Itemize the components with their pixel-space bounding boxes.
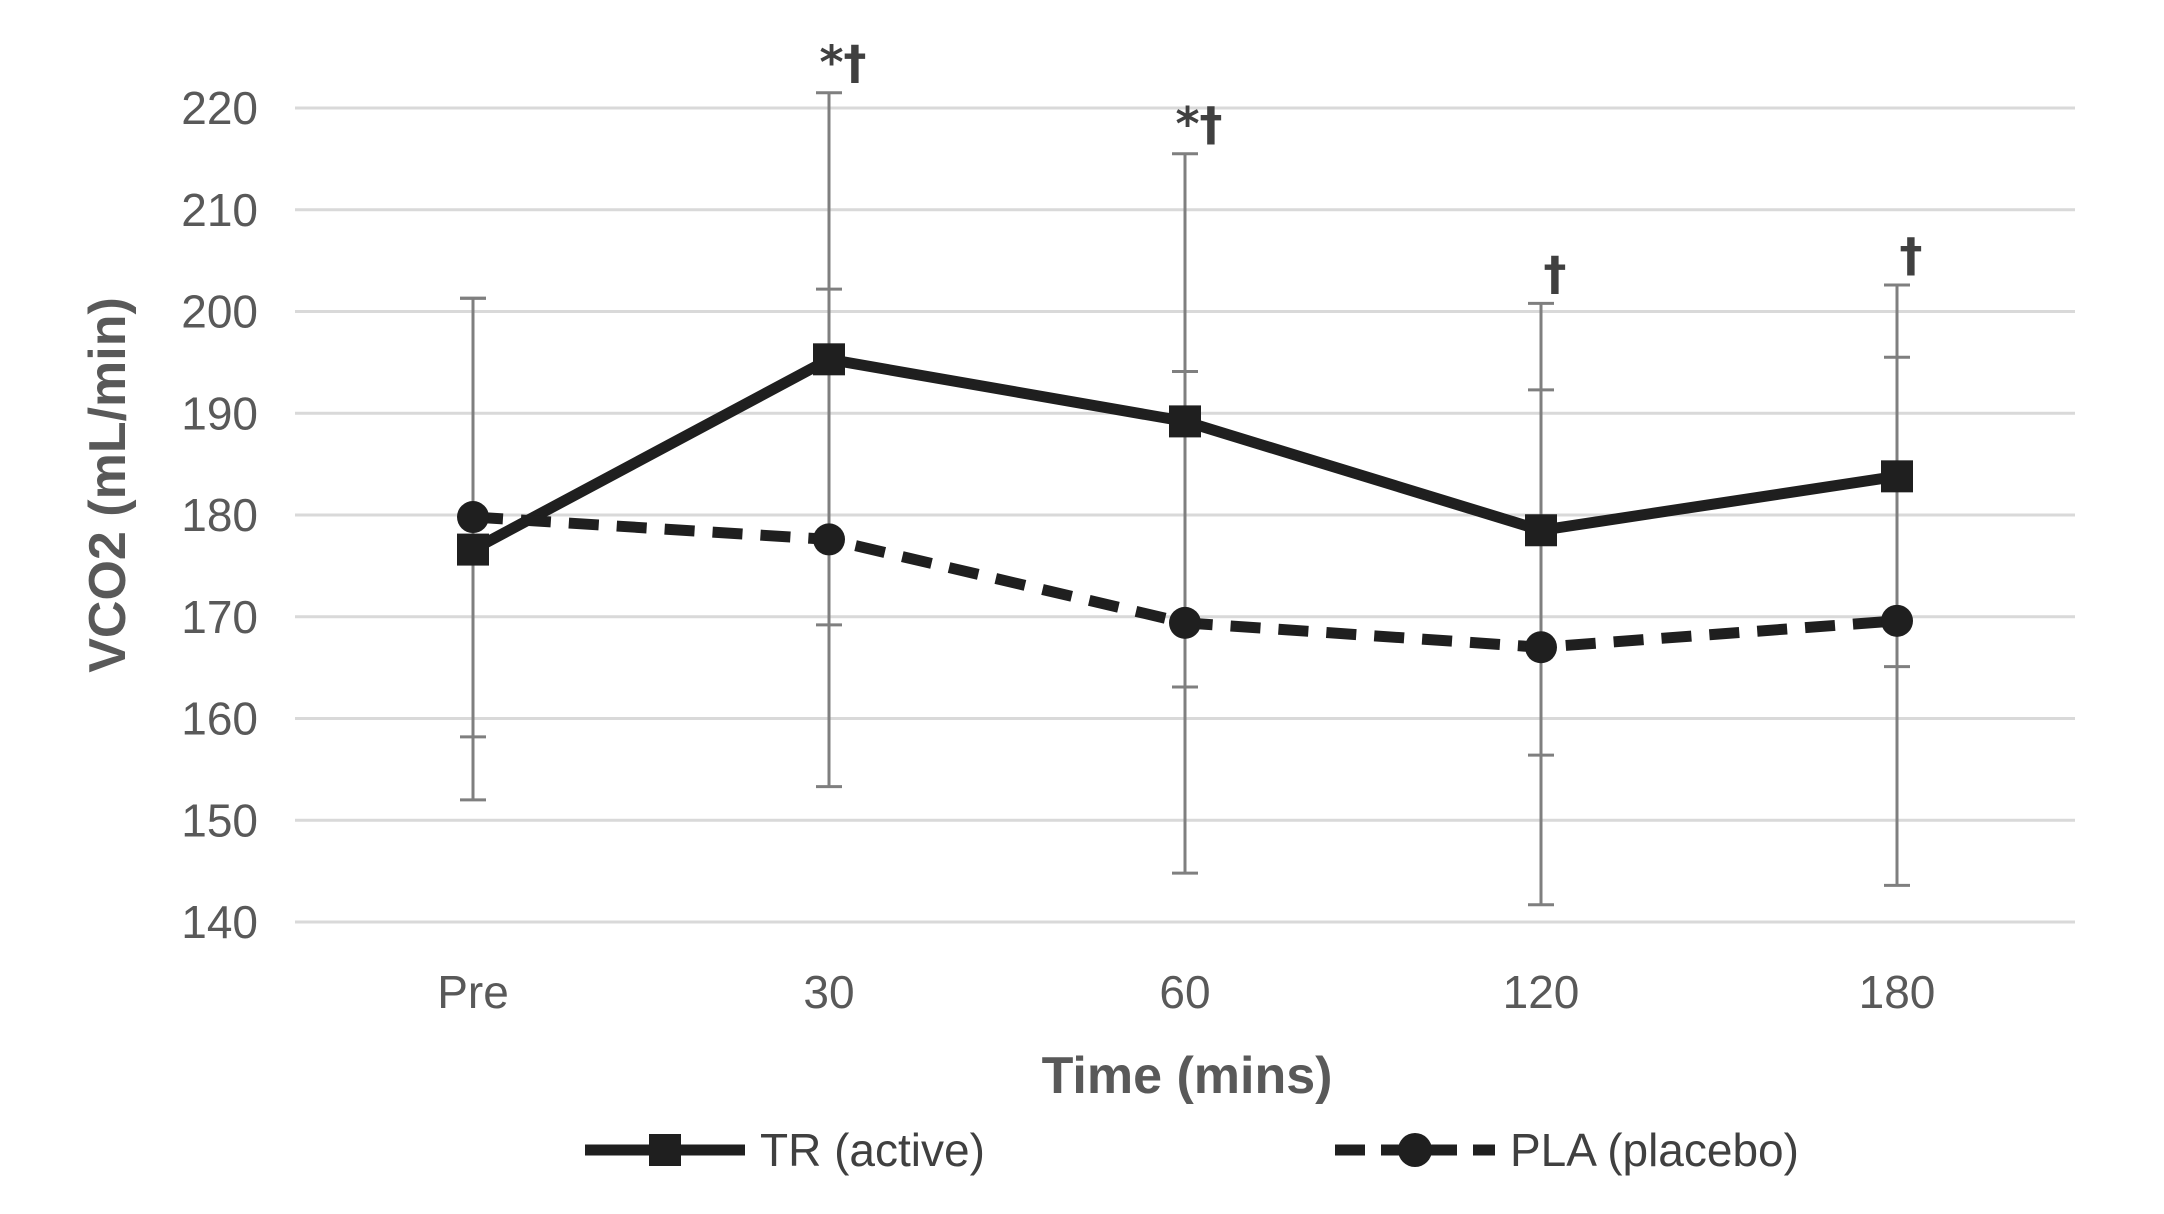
x-tick-label-30: 30 <box>803 966 854 1018</box>
data-point-tr-2 <box>1169 405 1201 438</box>
annotation-60: *† <box>1175 97 1222 151</box>
legend-label-tr: TR (active) <box>760 1124 985 1176</box>
y-axis-title: VCO2 (mL/min) <box>79 297 137 673</box>
y-tick-label-140: 140 <box>181 896 258 948</box>
y-tick-label-210: 210 <box>181 184 258 236</box>
y-tick-label-180: 180 <box>181 489 258 541</box>
legend-swatch-pla-marker <box>1398 1133 1432 1167</box>
y-tick-label-150: 150 <box>181 794 258 846</box>
x-tick-label-60: 60 <box>1159 966 1210 1018</box>
data-point-pla-2 <box>1169 606 1201 639</box>
significance-annotations: *† *† † † <box>819 36 1922 301</box>
data-point-tr-0 <box>457 533 489 566</box>
x-tick-label-pre: Pre <box>437 966 509 1018</box>
y-tick-label-160: 160 <box>181 693 258 745</box>
legend-item-pla: PLA (placebo) <box>1335 1124 1799 1176</box>
error-bars <box>460 91 1910 907</box>
data-point-tr-4 <box>1881 460 1913 493</box>
y-tick-labels: 140 150 160 170 180 190 200 210 220 <box>181 82 258 948</box>
x-tick-label-120: 120 <box>1503 966 1580 1018</box>
x-axis-title: Time (mins) <box>1042 1047 1333 1105</box>
y-tick-label-190: 190 <box>181 387 258 439</box>
data-point-pla-3 <box>1525 631 1557 664</box>
data-point-pla-1 <box>813 523 845 556</box>
y-tick-label-170: 170 <box>181 591 258 643</box>
annotation-30: *† <box>819 36 866 90</box>
annotation-180: † <box>1900 228 1923 282</box>
y-tick-label-220: 220 <box>181 82 258 134</box>
data-point-pla-0 <box>457 501 489 534</box>
y-tick-label-200: 200 <box>181 286 258 338</box>
legend-label-pla: PLA (placebo) <box>1510 1124 1799 1176</box>
data-point-tr-1 <box>813 343 845 376</box>
legend-swatch-tr-marker <box>649 1134 681 1166</box>
series-markers <box>457 343 1913 664</box>
annotation-120: † <box>1544 246 1567 300</box>
data-point-tr-3 <box>1525 514 1557 547</box>
legend-item-tr: TR (active) <box>585 1124 985 1176</box>
legend: TR (active) PLA (placebo) <box>585 1124 1799 1176</box>
data-point-pla-4 <box>1881 604 1913 637</box>
x-tick-label-180: 180 <box>1859 966 1936 1018</box>
x-tick-labels: Pre 30 60 120 180 <box>437 966 1935 1018</box>
